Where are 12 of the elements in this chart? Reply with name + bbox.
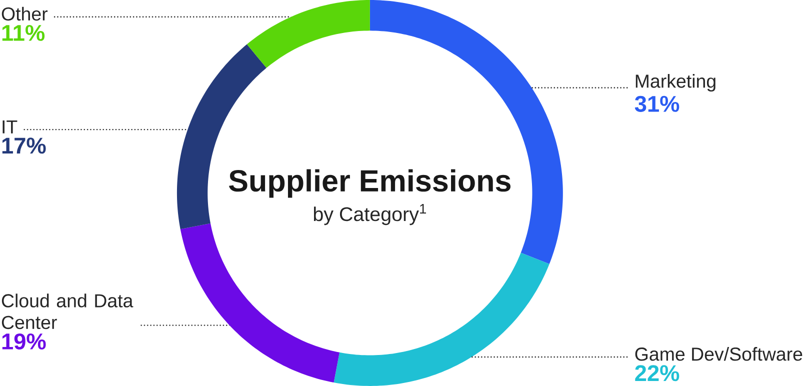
- data-label: 22%: [635, 365, 680, 382]
- data-label: 11%: [2, 24, 45, 41]
- slice-label: Marketing: [636, 74, 716, 92]
- slice-label: Other: [2, 6, 48, 21]
- data-label: 31%: [634, 96, 680, 112]
- text: by Category$^{1}$: [314, 204, 426, 226]
- slice-label: Game Dev/Software: [635, 347, 802, 361]
- slice-label: Cloud and Data Center: [2, 294, 134, 330]
- text: Supplier Emissions: [228, 169, 510, 198]
- slice-label: IT: [2, 120, 18, 134]
- data-label: 19%: [2, 333, 46, 350]
- data-label: 17%: [2, 138, 46, 154]
